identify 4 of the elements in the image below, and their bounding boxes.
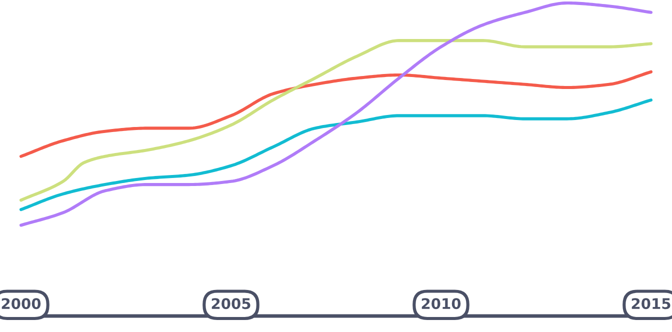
x-tick-label: 2005 [212,298,250,310]
x-tick-label: 2000 [2,298,41,310]
x-tick-label: 2015 [632,298,670,310]
x-tick-label: 2010 [422,298,461,310]
